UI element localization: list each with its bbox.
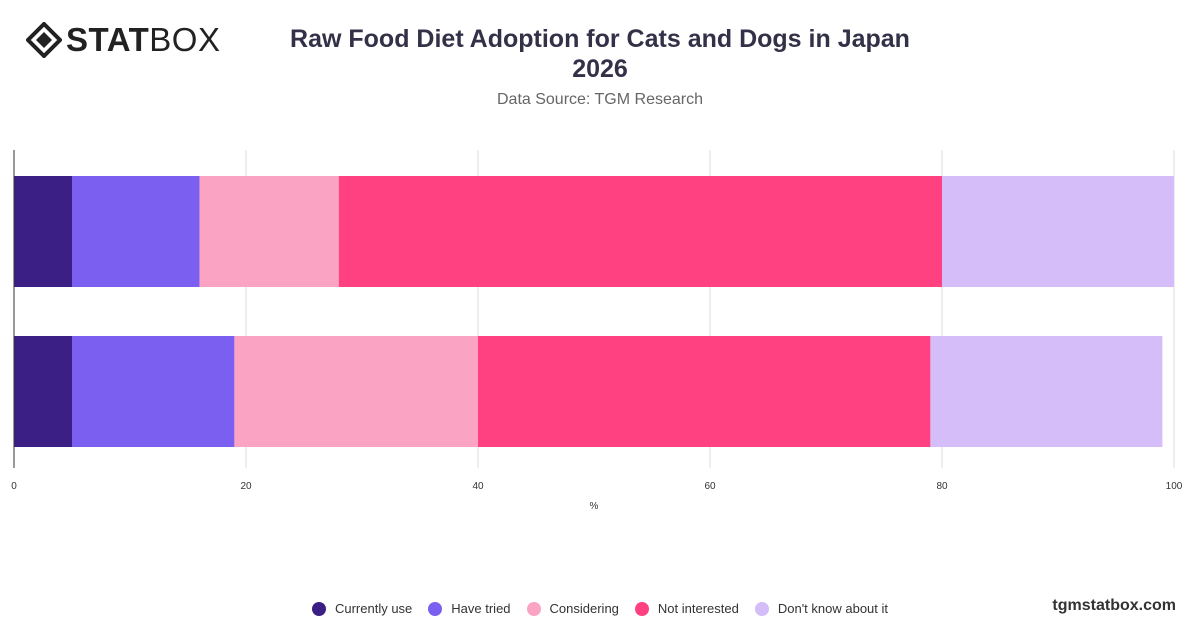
statbox-logo[interactable]: STATBOX (26, 22, 220, 58)
x-tick-label: 60 (704, 481, 716, 492)
bar-segment (930, 336, 1163, 447)
chart-legend: Currently use Have tried Considering Not in… (0, 601, 1200, 616)
legend-label: Currently use (334, 601, 413, 616)
legend-swatch (526, 601, 541, 616)
legend-swatch (754, 601, 769, 616)
bar-segment (72, 336, 235, 447)
bar-chart: 0 20 40 60 80 100% (11, 150, 1183, 512)
bar-segment (14, 336, 72, 447)
chart-title-line2: 2026 (572, 55, 628, 83)
footer-brand[interactable]: tgmstatbox.com (1052, 597, 1176, 614)
legend-swatch (428, 601, 443, 616)
x-axis-title: % (590, 501, 599, 512)
legend-swatch (634, 601, 649, 616)
x-tick-label: 20 (240, 481, 252, 492)
bar-segment (14, 176, 72, 287)
chart-title: Raw Food Diet Adoption for Cats and Dogs… (250, 24, 950, 84)
legend-item[interactable]: Not interested (634, 601, 739, 616)
legend-item[interactable]: Considering (526, 601, 619, 616)
logo-wordmark: STATBOX (66, 22, 220, 58)
bar-segment (338, 176, 942, 287)
legend-item[interactable]: Don't know about it (754, 601, 889, 616)
bar-segment (72, 176, 200, 287)
legend-item[interactable]: Have tried (428, 601, 511, 616)
chart-subtitle: Data Source: TGM Research (496, 91, 703, 108)
bar-segment (199, 176, 339, 287)
bar-segment (942, 176, 1174, 287)
x-tick-label: 80 (936, 481, 948, 492)
x-tick-label: 100 (1166, 481, 1183, 492)
logo-wordmark-strong: STAT (66, 21, 150, 58)
bar-segment (478, 336, 931, 447)
logo-wordmark-light: BOX (149, 21, 221, 58)
legend-swatch (311, 601, 326, 616)
statbox-diamond-icon (26, 22, 62, 58)
legend-label: Don't know about it (777, 601, 889, 616)
bar-segment (234, 336, 478, 447)
legend-label: Have tried (451, 601, 511, 616)
legend-label: Considering (549, 601, 619, 616)
legend-item[interactable]: Currently use (311, 601, 413, 616)
x-tick-label: 40 (472, 481, 484, 492)
legend-label: Not interested (657, 601, 739, 616)
chart-title-line1: Raw Food Diet Adoption for Cats and Dogs… (290, 25, 910, 53)
x-tick-label: 0 (11, 481, 17, 492)
